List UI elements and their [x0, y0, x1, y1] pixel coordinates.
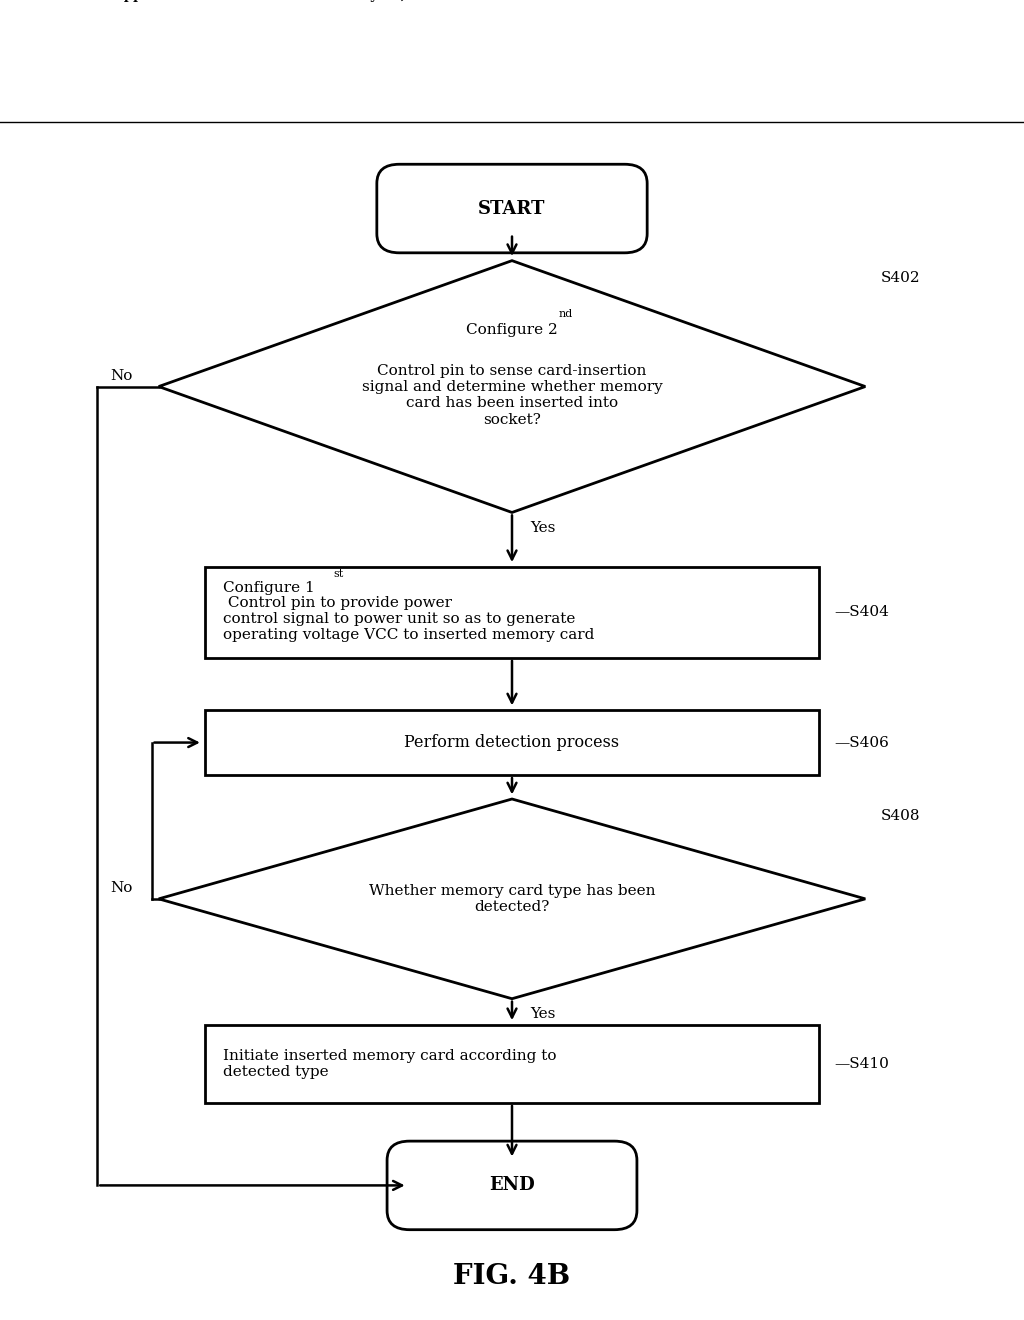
Text: Initiate inserted memory card according to
detected type: Initiate inserted memory card according …: [223, 1049, 557, 1078]
Text: Perform detection process: Perform detection process: [404, 734, 620, 751]
Text: nd: nd: [558, 309, 572, 319]
Text: —S410: —S410: [835, 1057, 890, 1071]
Text: US 2010/0131707 A1: US 2010/0131707 A1: [807, 0, 963, 1]
Polygon shape: [159, 799, 865, 999]
Text: FIG. 4B: FIG. 4B: [454, 1263, 570, 1290]
Text: START: START: [478, 199, 546, 218]
Text: —S404: —S404: [835, 606, 890, 619]
Text: Whether memory card type has been
detected?: Whether memory card type has been detect…: [369, 884, 655, 913]
Text: Yes: Yes: [530, 1007, 556, 1022]
Text: Yes: Yes: [530, 521, 556, 535]
Text: No: No: [111, 370, 133, 383]
Text: Control pin to sense card-insertion
signal and determine whether memory
card has: Control pin to sense card-insertion sign…: [361, 364, 663, 426]
FancyBboxPatch shape: [205, 566, 819, 657]
Text: st: st: [334, 569, 344, 579]
FancyBboxPatch shape: [205, 710, 819, 775]
FancyBboxPatch shape: [377, 164, 647, 253]
Text: S408: S408: [881, 809, 921, 824]
Text: Configure 1: Configure 1: [223, 581, 315, 595]
Text: Patent Application Publication: Patent Application Publication: [61, 0, 288, 1]
Polygon shape: [159, 260, 865, 512]
Text: No: No: [111, 882, 133, 895]
Text: S402: S402: [881, 271, 921, 285]
Text: Configure 2: Configure 2: [466, 323, 558, 337]
Text: —S406: —S406: [835, 735, 890, 750]
Text: Control pin to provide power
control signal to power unit so as to generate
oper: Control pin to provide power control sig…: [223, 597, 595, 643]
FancyBboxPatch shape: [205, 1024, 819, 1104]
FancyBboxPatch shape: [387, 1140, 637, 1230]
Text: END: END: [489, 1176, 535, 1195]
Text: May 27, 2010  Sheet 9 of 13: May 27, 2010 Sheet 9 of 13: [347, 0, 554, 1]
